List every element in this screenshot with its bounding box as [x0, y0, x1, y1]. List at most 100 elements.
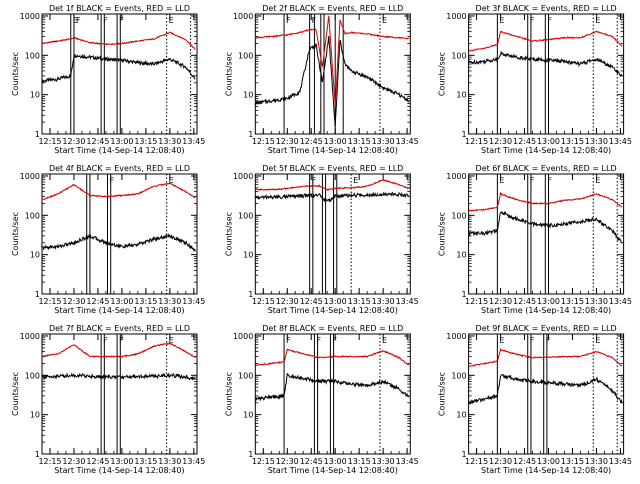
x-tick-label: 13:00 [110, 137, 133, 146]
detector-panel-8: Det 8f BLACK = Events, RED = LLD 1 10 100 10… [224, 324, 418, 475]
lld-series-line [468, 191, 623, 212]
y-tick-label: 10 [30, 251, 40, 260]
event-marker-label: E [595, 16, 600, 25]
x-tick-label: 13:15 [134, 457, 157, 466]
x-tick-label: 12:30 [62, 457, 85, 466]
x-tick-label: 13:45 [609, 137, 632, 146]
y-axis-label: Counts/sec [224, 372, 233, 416]
x-tick-label: 12:30 [489, 137, 512, 146]
y-tick-label: 100 [25, 211, 40, 220]
panel-title: Det 3f BLACK = Events, RED = LLD [476, 4, 617, 13]
x-axis-label: Start Time (14-Sep-14 12:08:40) [268, 146, 398, 155]
event-marker-label: F [286, 336, 291, 345]
panel-title: Det 6f BLACK = Events, RED = LLD [476, 164, 617, 173]
y-tick-label: 100 [25, 371, 40, 380]
x-tick-label: 13:15 [561, 297, 584, 306]
x-tick-label: 12:15 [252, 457, 275, 466]
y-tick-label: 1000 [20, 172, 40, 181]
y-tick-label: 1000 [20, 332, 40, 341]
y-tick-label: 100 [451, 51, 466, 60]
x-tick-label: 13:30 [372, 297, 395, 306]
x-tick-label: 13:45 [609, 297, 632, 306]
y-tick-label: 1 [248, 450, 253, 459]
y-tick-label: 1000 [446, 12, 466, 21]
x-tick-label: 12:45 [86, 137, 109, 146]
event-marker-label: F [119, 336, 124, 345]
x-tick-label: 12:30 [276, 137, 299, 146]
y-tick-label: 100 [238, 51, 253, 60]
y-tick-label: 100 [238, 371, 253, 380]
x-tick-label: 13:15 [134, 137, 157, 146]
lld-series-line [41, 342, 196, 359]
events-series-line [41, 232, 196, 252]
x-axis-label: Start Time (14-Sep-14 12:08:40) [54, 466, 184, 475]
x-tick-label: 13:00 [537, 137, 560, 146]
x-tick-label: 13:45 [396, 297, 419, 306]
lld-series-line [254, 179, 410, 192]
x-tick-label: 13:45 [182, 297, 205, 306]
x-tick-label: 13:45 [182, 137, 205, 146]
x-tick-label: 12:30 [489, 297, 512, 306]
x-tick-label: 12:15 [465, 137, 488, 146]
y-axis-label: Counts/sec [224, 212, 233, 256]
event-marker-label: F [547, 176, 552, 185]
events-series-line [468, 210, 623, 244]
event-marker-label: F [332, 336, 337, 345]
panel-title: Det 7f BLACK = Events, RED = LLD [49, 324, 190, 333]
x-tick-label: 13:30 [158, 137, 181, 146]
y-tick-label: 1000 [20, 12, 40, 21]
events-series-line [468, 50, 623, 78]
y-tick-label: 1 [35, 290, 40, 299]
event-marker-label: E [353, 176, 358, 185]
x-tick-label: 13:30 [585, 137, 608, 146]
x-tick-label: 12:45 [513, 297, 536, 306]
event-marker-label: F [110, 176, 115, 185]
plot-frame [41, 13, 198, 135]
x-tick-label: 12:45 [86, 457, 109, 466]
x-tick-label: 13:00 [324, 457, 347, 466]
panel-title: Det 8f BLACK = Events, RED = LLD [262, 324, 403, 333]
events-series-line [42, 372, 196, 381]
event-marker-label: F [546, 336, 551, 345]
event-marker-label: E [169, 176, 174, 185]
y-tick-label: 1 [462, 130, 467, 139]
events-series-line [468, 374, 623, 405]
event-marker-label: E [169, 16, 174, 25]
panel-title: Det 2f BLACK = Events, RED = LLD [262, 4, 403, 13]
x-tick-label: 13:30 [585, 457, 608, 466]
y-tick-label: 10 [456, 251, 466, 260]
y-axis-label: Counts/sec [224, 52, 233, 96]
y-tick-label: 1 [35, 130, 40, 139]
event-marker-label: F [119, 16, 124, 25]
event-marker-label: F [316, 336, 321, 345]
event-marker-label: F [530, 176, 535, 185]
y-tick-label: 1 [462, 290, 467, 299]
y-tick-label: 10 [456, 411, 466, 420]
y-axis-label: Counts/sec [11, 52, 20, 96]
detector-panel-9: Det 9f BLACK = Events, RED = LLD 1 10 100 10… [438, 324, 632, 475]
x-tick-label: 13:00 [110, 457, 133, 466]
event-marker-label: F [530, 336, 535, 345]
event-marker-label: E [382, 16, 387, 25]
y-tick-label: 1000 [233, 12, 253, 21]
x-axis-label: Start Time (14-Sep-14 12:08:40) [481, 146, 611, 155]
event-marker-label: F [103, 16, 108, 25]
y-tick-label: 1000 [233, 172, 253, 181]
x-tick-label: 12:45 [513, 457, 536, 466]
detector-panel-3: Det 3f BLACK = Events, RED = LLD 1 10 100 10… [438, 4, 632, 155]
y-tick-label: 1 [35, 450, 40, 459]
x-axis-label: Start Time (14-Sep-14 12:08:40) [54, 146, 184, 155]
x-tick-label: 12:15 [465, 457, 488, 466]
plot-frame [468, 13, 625, 135]
event-marker-label: E [382, 336, 387, 345]
y-tick-label: 10 [456, 91, 466, 100]
event-marker-label: F [103, 336, 108, 345]
x-axis-label: Start Time (14-Sep-14 12:08:40) [481, 466, 611, 475]
event-marker-label: F [286, 16, 291, 25]
x-tick-label: 12:30 [276, 297, 299, 306]
x-tick-label: 12:30 [489, 457, 512, 466]
x-tick-label: 13:15 [561, 457, 584, 466]
x-tick-label: 12:45 [300, 297, 323, 306]
events-series-line [254, 191, 409, 202]
y-tick-label: 1000 [446, 172, 466, 181]
